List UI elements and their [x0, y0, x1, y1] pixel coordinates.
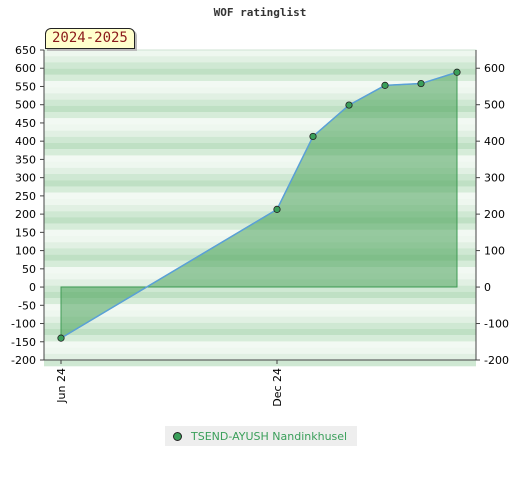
right-axis-ticks: -200 -100 0 100 200 300 400 500 600 — [476, 62, 509, 367]
left-tick-label: 50 — [22, 263, 36, 276]
legend-series-label: TSEND-AYUSH Nandinkhusel — [191, 429, 348, 443]
grid-band — [44, 322, 476, 330]
legend: TSEND-AYUSH Nandinkhusel — [165, 426, 357, 446]
right-tick-label: 600 — [484, 62, 505, 75]
grid-band — [44, 298, 476, 305]
left-tick-label: 350 — [15, 153, 36, 166]
left-tick-label: 400 — [15, 135, 36, 148]
grid-band — [44, 118, 476, 125]
chart-title: WOF ratinglist — [213, 6, 307, 19]
data-point — [453, 68, 461, 76]
grid-band — [44, 81, 476, 88]
grid-band — [44, 304, 476, 311]
left-tick-label: 300 — [15, 172, 36, 185]
grid-band — [44, 50, 476, 57]
grid-band — [44, 155, 476, 162]
grid-band — [44, 167, 476, 175]
grid-band — [44, 291, 476, 299]
grid-band — [44, 211, 476, 218]
data-point — [381, 81, 389, 89]
grid-band — [44, 310, 476, 317]
right-tick-label: 400 — [484, 135, 505, 148]
right-tick-label: 0 — [484, 281, 491, 294]
grid-band — [44, 285, 476, 292]
grid-band — [44, 316, 476, 323]
left-axis-ticks: -200 -150 -100 -50 0 50 100 150 200 250 300 350 400 4… — [11, 44, 44, 367]
left-tick-label: 500 — [15, 99, 36, 112]
grid-band — [44, 186, 476, 193]
right-tick-label: 100 — [484, 245, 505, 258]
grid-band — [44, 105, 476, 113]
data-point — [345, 101, 353, 109]
left-tick-label: -100 — [11, 318, 36, 331]
data-point — [417, 79, 425, 88]
grid-band — [44, 335, 476, 342]
left-tick-label: 450 — [15, 117, 36, 130]
grid-band — [44, 74, 476, 82]
grid-band — [44, 124, 476, 131]
grid-band — [44, 192, 476, 199]
left-tick-label: -50 — [18, 299, 36, 312]
period-badge: 2024-2025 — [45, 28, 135, 49]
right-tick-label: -200 — [484, 354, 509, 367]
x-tick-label: Dec 24 — [271, 368, 284, 407]
right-tick-label: -100 — [484, 318, 509, 331]
right-tick-label: 200 — [484, 208, 505, 221]
grid-band — [44, 198, 476, 206]
grid-band — [44, 174, 476, 181]
data-points — [57, 68, 461, 342]
right-tick-label: 300 — [484, 172, 505, 185]
left-tick-label: 650 — [15, 44, 36, 57]
legend-marker-icon — [173, 431, 182, 441]
left-tick-label: 250 — [15, 190, 36, 203]
grid-band — [44, 68, 476, 75]
grid-band — [44, 161, 476, 168]
left-tick-label: 550 — [15, 80, 36, 93]
grid-band — [44, 353, 476, 361]
left-tick-label: 150 — [15, 226, 36, 239]
grid-band — [44, 143, 476, 150]
left-tick-label: -150 — [11, 336, 36, 349]
left-tick-label: -200 — [11, 354, 36, 367]
grid-band — [44, 93, 476, 100]
grid-band — [44, 360, 476, 367]
grid-band — [44, 130, 476, 137]
left-tick-label: 0 — [29, 281, 36, 294]
grid-band — [44, 329, 476, 336]
data-point — [309, 132, 317, 141]
grid-band — [44, 87, 476, 94]
right-tick-label: 500 — [484, 99, 505, 112]
left-tick-label: 100 — [15, 245, 36, 258]
left-tick-label: 600 — [15, 62, 36, 75]
left-tick-label: 200 — [15, 208, 36, 221]
grid-band — [44, 341, 476, 348]
grid-band — [44, 112, 476, 119]
grid-band — [44, 56, 476, 63]
data-point — [273, 205, 281, 213]
data-point — [57, 334, 65, 342]
grid-band — [44, 347, 476, 354]
grid-band — [44, 205, 476, 212]
x-tick-label: Jun 24 — [55, 368, 68, 404]
grid-band — [44, 180, 476, 187]
grid-band — [44, 62, 476, 69]
x-axis-ticks: Jun 24 Dec 24 — [55, 360, 284, 407]
grid-band — [44, 136, 476, 144]
grid-band — [44, 99, 476, 106]
grid-band — [44, 149, 476, 156]
